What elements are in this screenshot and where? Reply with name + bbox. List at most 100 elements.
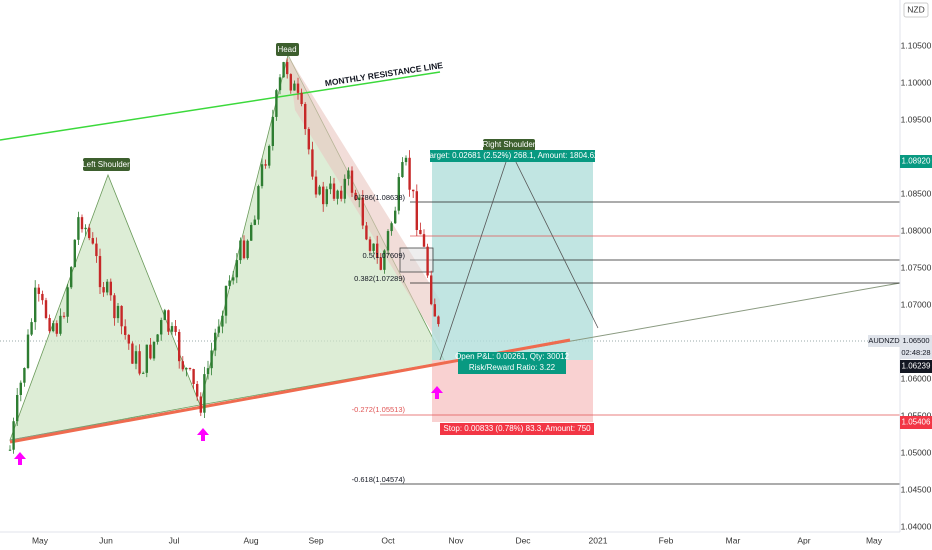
candle-body [102,287,105,293]
time-tick-label: May [866,535,883,545]
up-arrow [14,452,26,465]
candle-body [354,192,357,200]
candle-body [296,83,300,93]
candle-body [433,304,436,317]
price-tick-label: 1.05000 [901,447,932,457]
candle-body [426,246,429,276]
candle-body [325,189,328,205]
candle-body [246,240,249,259]
time-tick-label: Nov [448,535,464,545]
candle-body [221,315,224,327]
candle-body [239,240,242,261]
candle-body [257,186,260,220]
candle-body [95,243,98,257]
candle-body [358,197,361,200]
head-label: Head [277,45,296,54]
time-tick-label: Mar [726,535,741,545]
rr-label: Risk/Reward Ratio: 3.22 [469,363,556,372]
left-shoulder-label: Left Shoulder [82,160,130,169]
candle-body [264,164,267,166]
label-box [483,139,535,151]
up-arrow [197,428,209,441]
candle-body [343,178,346,199]
price-badge [868,335,932,347]
candle-body [412,189,415,192]
candle-body [206,368,210,375]
candle-body [55,323,58,334]
candle-body [278,77,282,91]
currency-button[interactable] [903,2,929,18]
price-tick-label: 1.10000 [901,77,932,87]
candle-body [419,229,422,235]
price-tick-label: 1.04000 [901,521,932,531]
candle-body [386,231,390,251]
candle-body [347,170,350,179]
candle-body [106,281,109,293]
label-box [276,43,299,56]
candle-body [59,315,62,334]
candle-body [332,183,336,199]
price-tick-label: 1.10500 [901,40,932,50]
candle-body [379,257,382,270]
candle-body [397,177,400,211]
candle-body [430,275,433,305]
candle-body [304,104,307,130]
candle-body [253,219,256,225]
stop-price: 1.05406 [902,418,931,427]
price-tick-label: 1.08500 [901,188,932,198]
fib-label: -0.618(1.04574) [352,475,406,484]
time-tick-label: Feb [659,535,674,545]
price-badge [900,360,932,373]
candle-body [80,217,84,230]
time-axis: May Jun Jul Aug Sep Oct Nov Dec 2021 Feb Mar Apr May [32,535,883,545]
price-tick-label: 1.06000 [901,373,932,383]
candle-body [336,190,339,199]
target-box [430,150,595,162]
candle-body [365,225,368,240]
candle-body [340,190,343,199]
right-shoulder-label: Right Shoulder [483,140,536,149]
candle-body [311,149,314,177]
candle-body [145,344,148,373]
currency-label[interactable]: NZD [907,4,924,14]
candle-body [138,351,141,374]
pnl-label: Open P&L: 0.00261, Qty: 30012 [455,352,569,361]
candle-body [185,368,188,370]
time-tick-label: May [32,535,49,545]
candle-body [199,396,202,413]
candle-body [228,280,231,286]
candle-body [116,305,120,319]
left-shoulder-zone [9,173,201,441]
candle-body [232,277,235,281]
candle-body [401,162,404,178]
candle-body [242,240,246,259]
candle-body [91,238,94,244]
candle-body [408,157,411,190]
candle-body [196,383,199,397]
time-tick-label: Aug [243,535,258,545]
symbol: AUDNZD [868,336,900,345]
candle-body [217,326,220,333]
price-badge [900,155,932,168]
price-tick-label: 1.04500 [901,484,932,494]
candle-body [70,267,73,288]
candle-body [98,256,102,288]
candle-body [16,394,19,422]
candle-body [286,62,289,75]
time-tick-label: Apr [797,535,810,545]
candle-body [210,350,213,369]
price-tick-label: 1.09500 [901,114,932,124]
candle-body [52,323,55,332]
fib-label: 0.5(1.07609) [362,251,405,260]
up-arrow [431,386,443,399]
time-tick-label: Jul [169,535,180,545]
candle-body [322,186,325,205]
candle-body [394,210,397,224]
stop-box [440,423,594,435]
label-box [83,158,130,171]
candle-body [127,334,130,344]
candle-body [88,227,91,239]
fib-label: 0.786(1.08638) [354,193,405,202]
candle-body [404,157,408,163]
